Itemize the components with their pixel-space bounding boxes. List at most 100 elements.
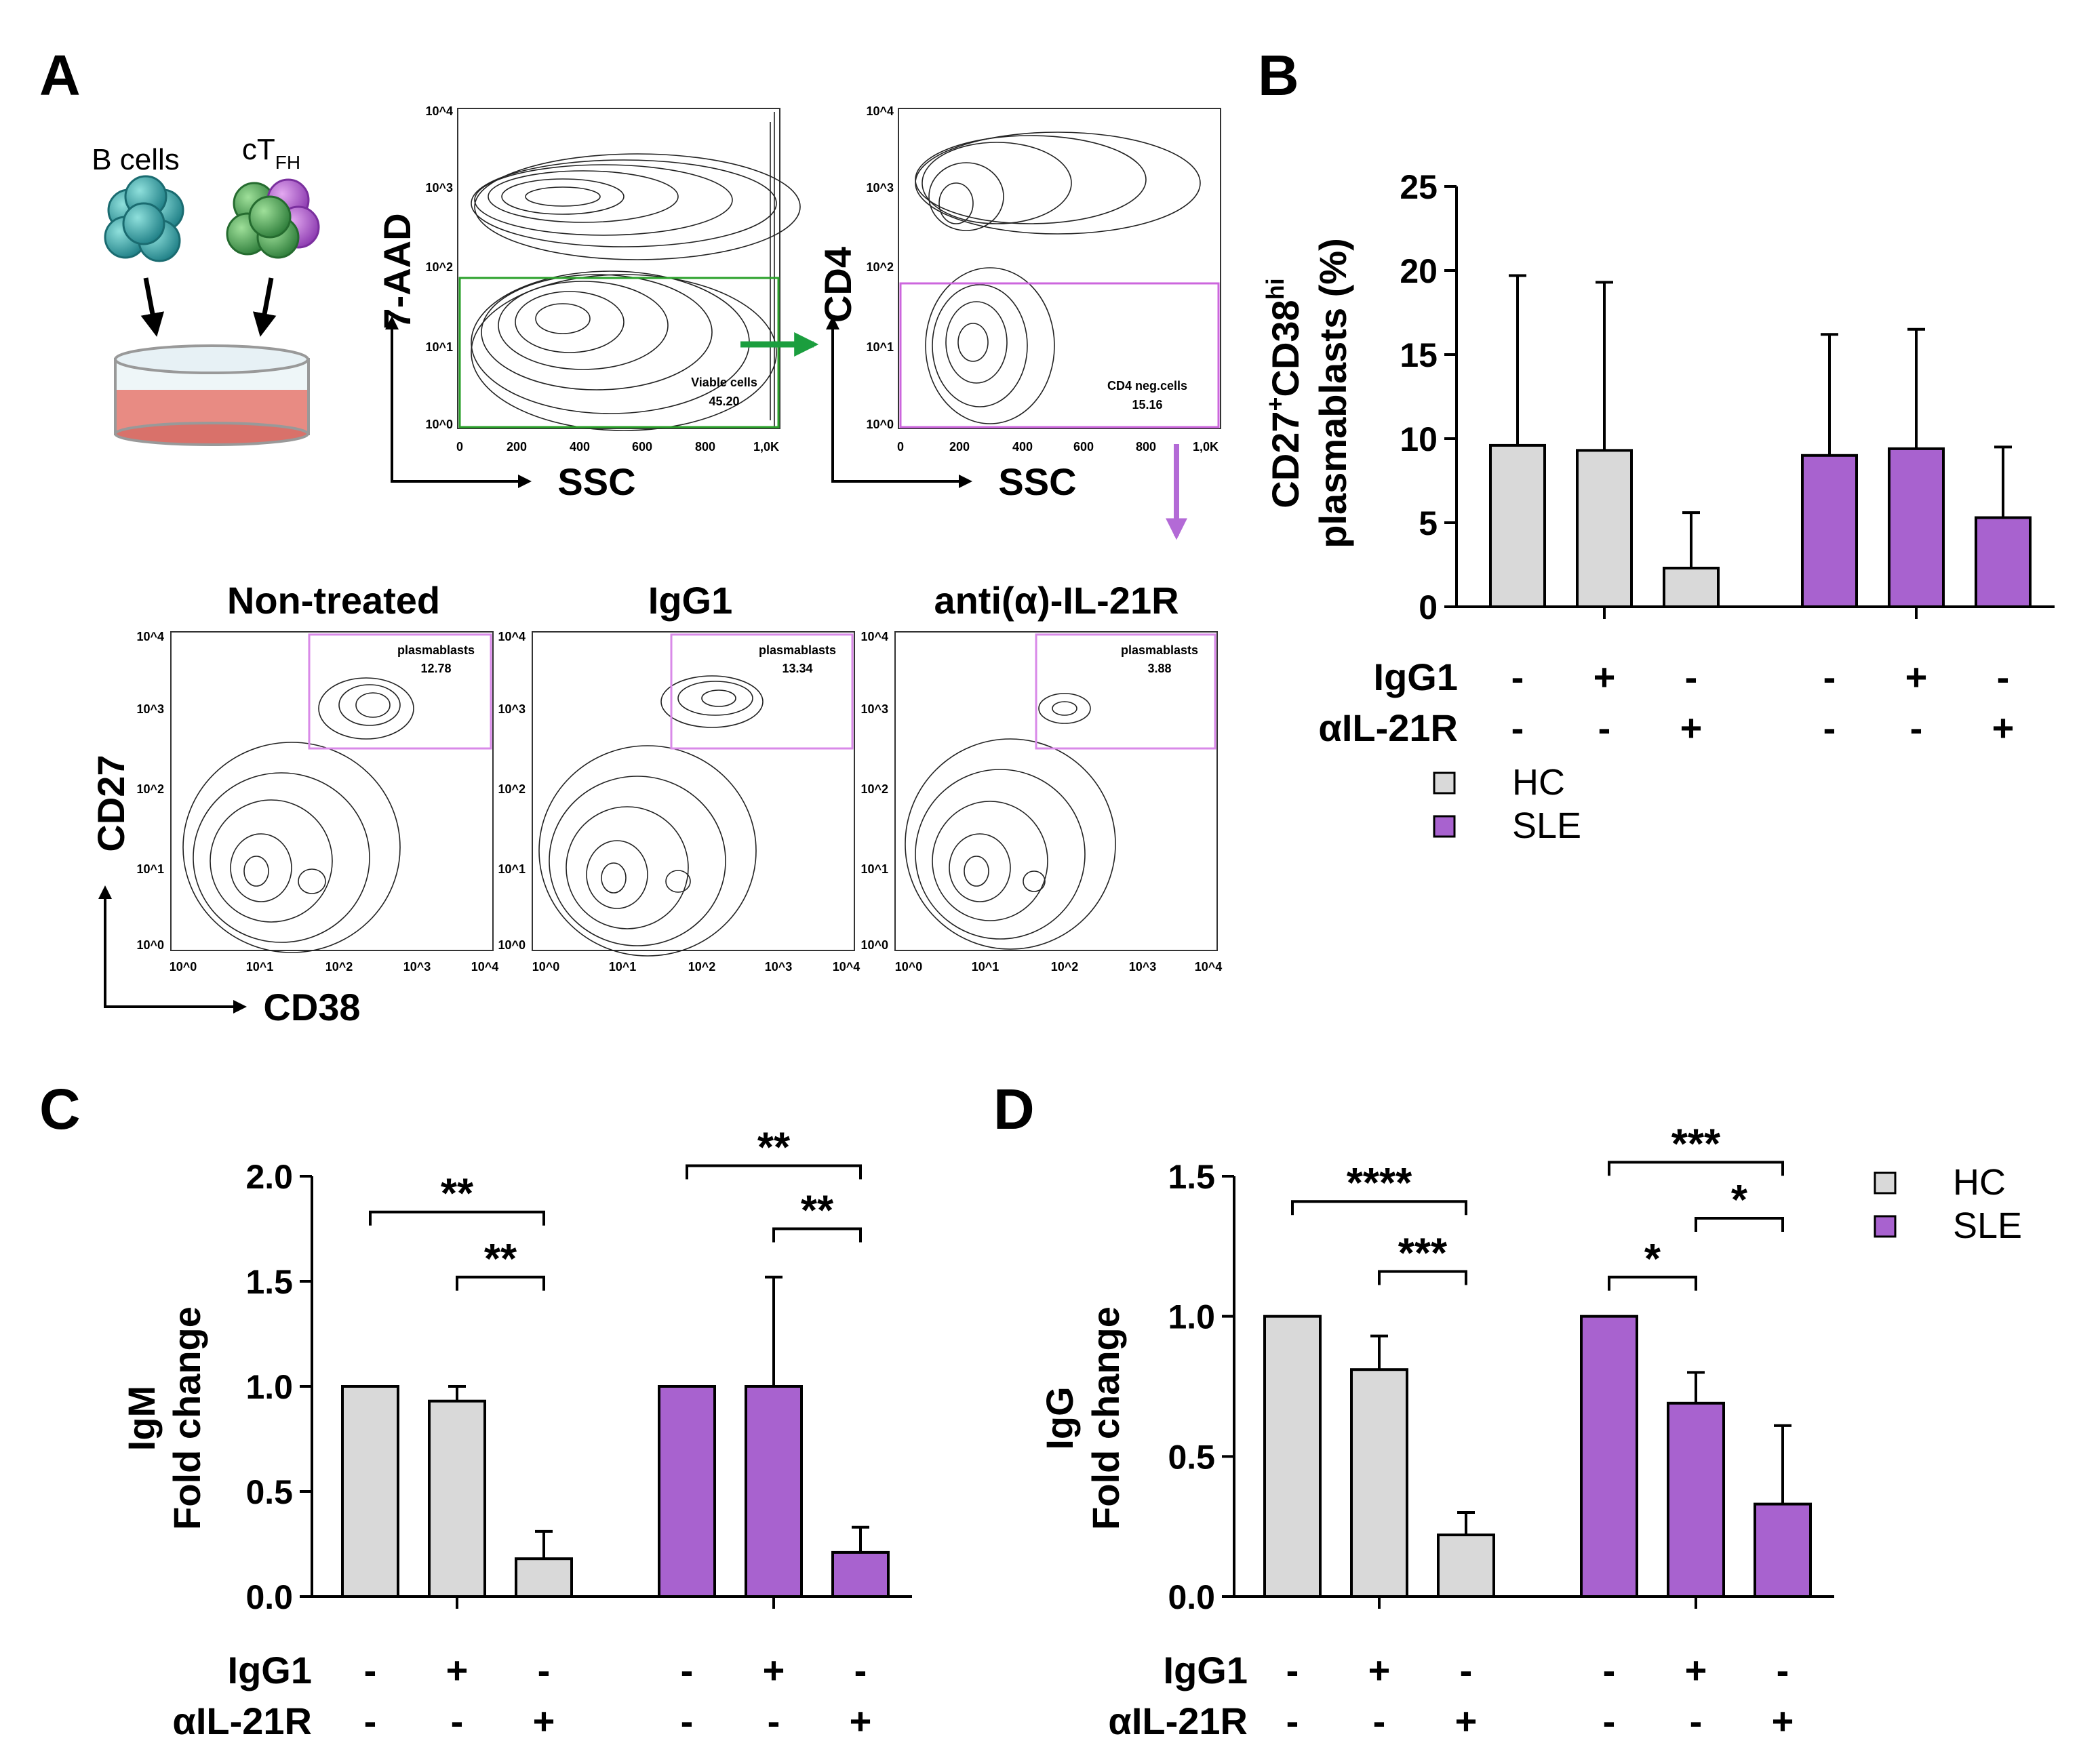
condition-marker: + — [850, 1700, 872, 1742]
svg-text:10^3: 10^3 — [860, 702, 888, 716]
b-cell-arrow — [140, 277, 165, 337]
condition-label-il21r: αIL-21R — [1108, 1700, 1248, 1742]
y-axis-label-d-line1: IgG — [1038, 1386, 1081, 1449]
condition-marker: - — [1511, 656, 1524, 698]
ctfh-label-sub: FH — [275, 152, 300, 173]
bar-hc — [1350, 1368, 1408, 1598]
plot-title: anti(α)-IL-21R — [934, 579, 1179, 622]
x-axis-label-ssc-2: SSC — [998, 460, 1076, 503]
plasmablast-gate-value: 13.34 — [782, 662, 812, 675]
svg-text:10^3: 10^3 — [425, 181, 453, 195]
svg-text:10^1: 10^1 — [498, 862, 526, 876]
bar-hc — [515, 1557, 573, 1598]
b-cell-cluster-icon — [104, 175, 184, 262]
svg-text:10^4: 10^4 — [860, 630, 888, 643]
svg-text:10^4: 10^4 — [425, 104, 453, 118]
legend-b: HC SLE — [1433, 762, 1581, 846]
condition-marker: + — [1992, 706, 2015, 749]
x-axis-label-cd38: CD38 — [263, 986, 360, 1028]
plasmablast-gate — [670, 633, 854, 750]
culture-illustration: B cells cTFH — [92, 133, 320, 446]
condition-marker: - — [1777, 1649, 1789, 1691]
legend-swatch-hc — [1874, 1171, 1897, 1195]
flow-plot-cd4: CD4 neg.cells 15.16 0 200 400 600 800 1,… — [816, 104, 1221, 503]
condition-marker: + — [533, 1700, 555, 1742]
significance-label: ** — [757, 1125, 791, 1171]
ctfh-label: cTFH — [242, 133, 300, 173]
condition-marker: - — [768, 1700, 780, 1742]
condition-marker: + — [1772, 1700, 1794, 1742]
log-y-ticks: 10^0 10^1 10^2 10^3 10^4 — [498, 630, 526, 952]
condition-marker: - — [681, 1649, 694, 1691]
y-tick-label: 1.5 — [245, 1263, 293, 1301]
chart-c: IgM Fold change 0.0 0.5 1.0 1.5 2.0 IgG1 αIL-2… — [120, 1125, 912, 1742]
ctfh-arrow — [252, 277, 277, 337]
cd4-gate-value: 15.16 — [1132, 398, 1162, 412]
condition-marker: - — [1511, 706, 1524, 749]
plasmablast-gate-name: plasmablasts — [397, 643, 475, 657]
significance-bracket — [1291, 1200, 1467, 1216]
condition-marker: + — [1680, 706, 1703, 749]
condition-marker: + — [1455, 1700, 1478, 1742]
bar-hc — [1663, 566, 1720, 609]
culture-dish-icon — [114, 344, 310, 446]
condition-marker: - — [364, 1649, 377, 1691]
svg-text:10^4: 10^4 — [833, 960, 860, 974]
condition-marker: + — [1685, 1649, 1707, 1691]
legend-label-sle: SLE — [1512, 805, 1581, 846]
condition-marker: - — [1690, 1700, 1703, 1742]
contour-lines — [538, 675, 764, 957]
flow-plot-anti-il21r: anti(α)-IL-21R plasmablasts 3.88 10^0 10… — [860, 579, 1222, 974]
bar-hc — [1263, 1315, 1322, 1598]
svg-text:10^1: 10^1 — [972, 960, 999, 974]
plot-frame — [170, 631, 494, 951]
svg-text:400: 400 — [570, 440, 590, 454]
significance-label: *** — [1398, 1230, 1448, 1277]
y-tick-label: 2.0 — [245, 1158, 293, 1196]
svg-text:200: 200 — [507, 440, 527, 454]
panel-label-b: B — [1258, 43, 1299, 107]
condition-marker: - — [1286, 1649, 1299, 1691]
svg-text:600: 600 — [632, 440, 652, 454]
x-axis-label-ssc-1: SSC — [557, 460, 635, 503]
svg-text:10^0: 10^0 — [532, 960, 560, 974]
ssc-ticks-2: 0 200 400 600 800 1,0K — [897, 440, 1219, 454]
svg-text:10^4: 10^4 — [136, 630, 164, 643]
svg-text:10^3: 10^3 — [403, 960, 431, 974]
svg-text:10^3: 10^3 — [1129, 960, 1157, 974]
y-tick-label: 0.5 — [1168, 1438, 1215, 1476]
legend-label-sle: SLE — [1953, 1205, 2022, 1246]
significance-bracket — [456, 1275, 545, 1291]
svg-text:10^4: 10^4 — [498, 630, 526, 643]
condition-marker: - — [1910, 706, 1923, 749]
condition-marker: - — [1603, 1700, 1616, 1742]
significance-bracket — [1608, 1161, 1784, 1176]
y-label-sup-plus: + — [1261, 397, 1289, 411]
bar-sle — [1975, 516, 2032, 608]
svg-text:200: 200 — [949, 440, 970, 454]
condition-marker: - — [1823, 706, 1836, 749]
y-axis-label-b-line2: plasmablasts (%) — [1311, 238, 1354, 548]
log-y-ticks: 10^0 10^1 10^2 10^3 10^4 — [136, 630, 164, 952]
viable-gate-value: 45.20 — [709, 395, 739, 408]
condition-marker: - — [451, 1700, 464, 1742]
significance-bracket — [1378, 1270, 1467, 1285]
svg-text:600: 600 — [1073, 440, 1094, 454]
viable-gate-name: Viable cells — [691, 376, 757, 389]
plasmablast-gate — [308, 633, 492, 750]
axes-arrow-2 — [826, 316, 972, 488]
significance-bracket — [369, 1210, 545, 1226]
cd4-gate-name: CD4 neg.cells — [1107, 379, 1187, 393]
condition-marker: + — [446, 1649, 469, 1691]
contour-lines — [905, 693, 1116, 950]
svg-text:10^2: 10^2 — [866, 260, 894, 274]
svg-text:10^2: 10^2 — [425, 260, 453, 274]
y-tick-label: 20 — [1400, 252, 1438, 290]
condition-marker: + — [1593, 656, 1616, 698]
log-y-ticks: 10^0 10^1 10^2 10^3 10^4 — [860, 630, 888, 952]
significance-bracket — [1695, 1217, 1784, 1232]
contour-lines — [182, 677, 414, 953]
panel-label-a: A — [39, 43, 81, 107]
y-label-cd27: CD27 — [1264, 412, 1307, 508]
bar-sle — [831, 1550, 890, 1598]
